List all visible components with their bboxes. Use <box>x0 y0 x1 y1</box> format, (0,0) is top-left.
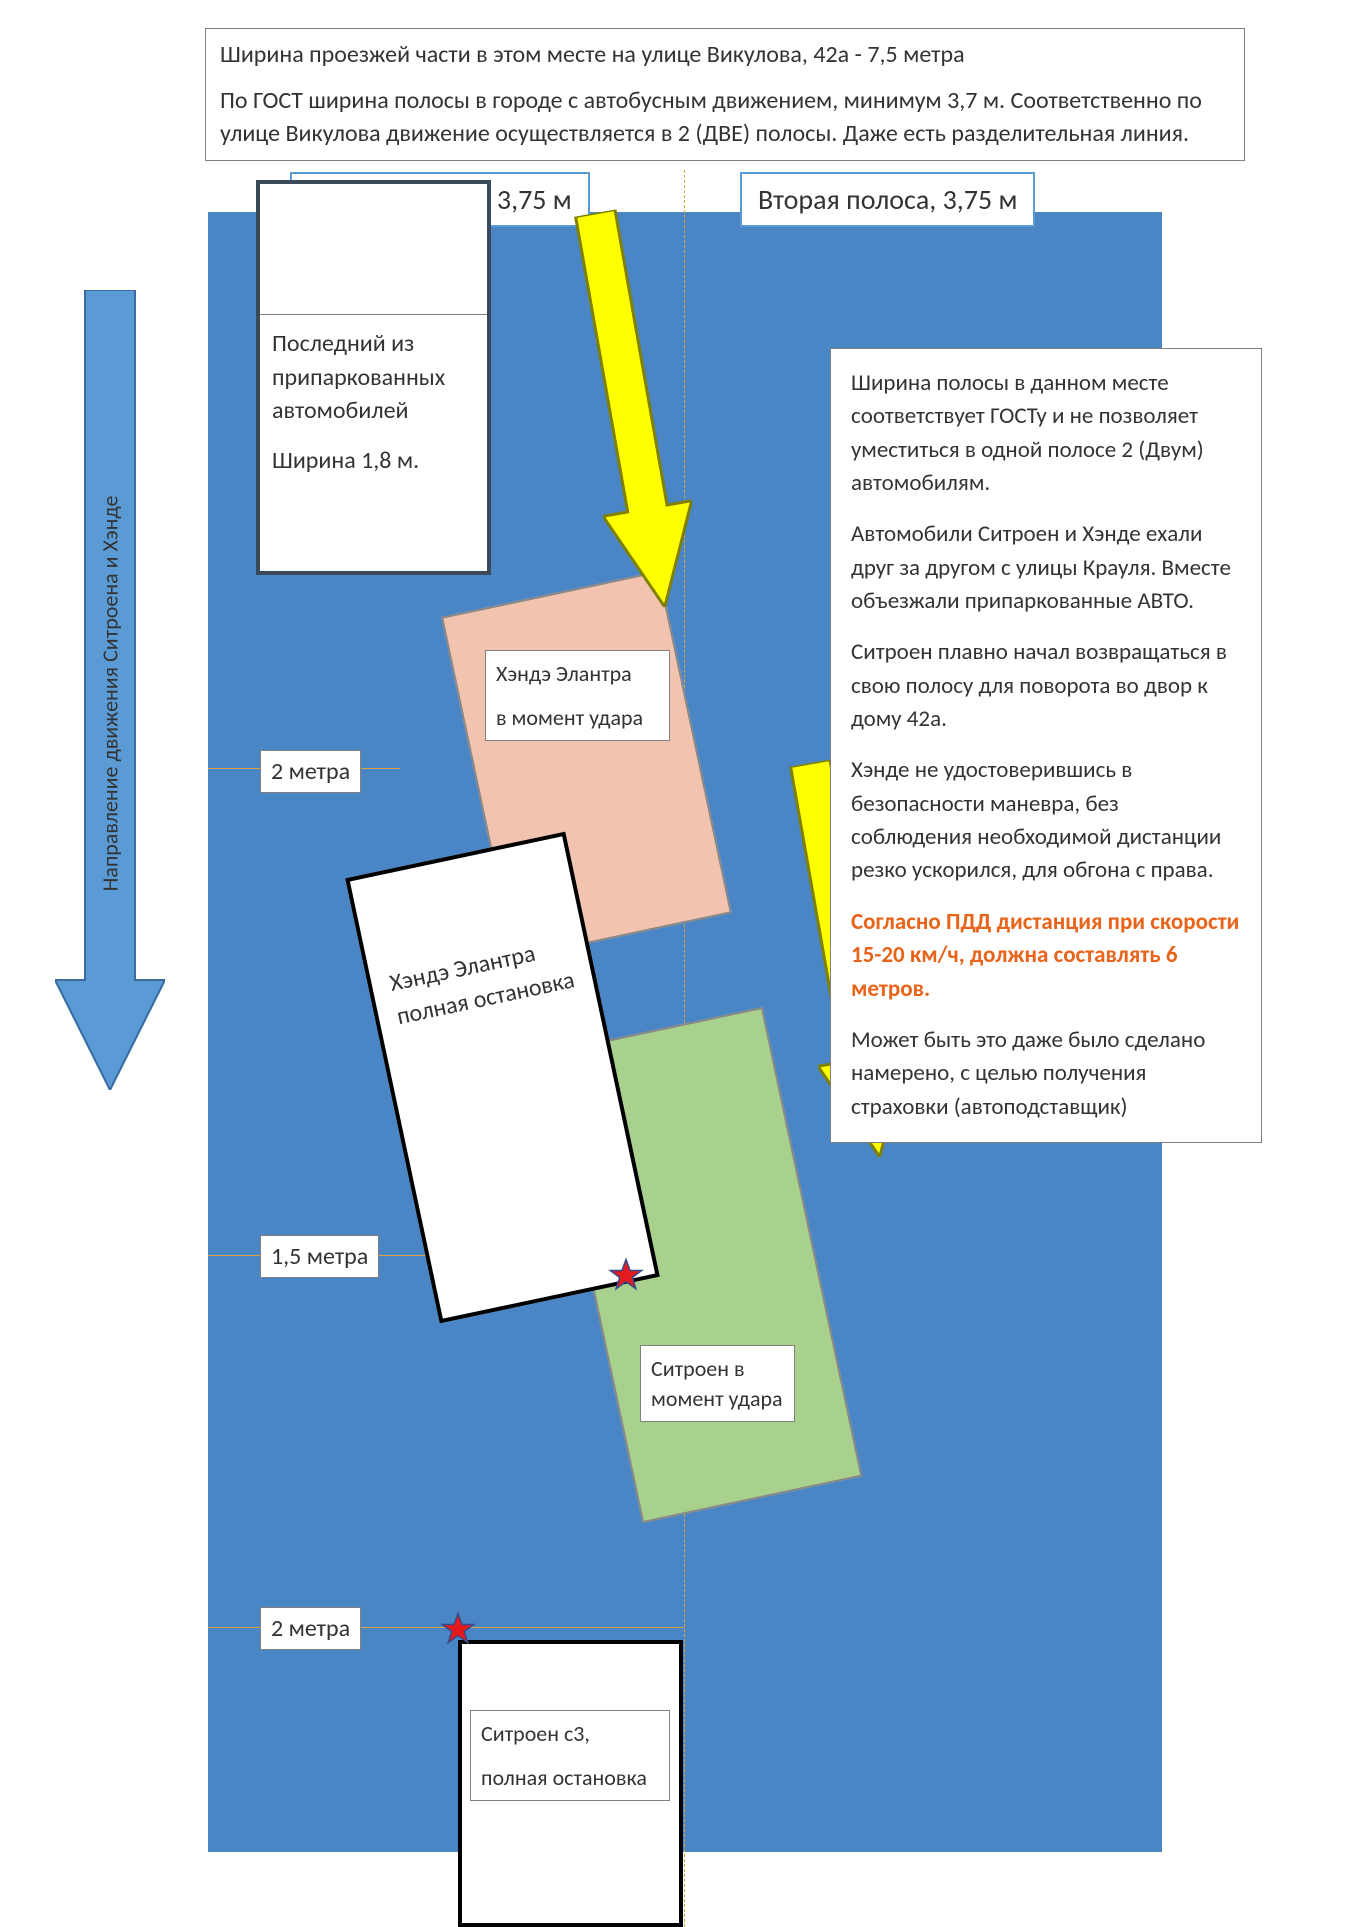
label-2m-bot-text: 2 метра <box>271 1614 350 1643</box>
direction-text: Направление движения Ситроена и Хэнде <box>97 496 124 892</box>
parked-car-box: Последний из припаркованных автомобилей … <box>256 180 491 575</box>
car-elantra-impact-label: Хэндэ Элантра в момент удара <box>485 650 670 741</box>
label-2m-top: 2 метра <box>260 750 361 793</box>
label-2m-bot: 2 метра <box>260 1607 361 1650</box>
car-citroen-impact-label: Ситроен в момент удара <box>640 1345 795 1422</box>
car-citroen-stop-label: Ситроен с3, полная остановка <box>470 1710 670 1801</box>
diagram-canvas: Ширина проезжей части в этом месте на ул… <box>0 0 1355 1927</box>
header-box: Ширина проезжей части в этом месте на ул… <box>205 28 1245 161</box>
explanation-box: Ширина полосы в данном месте соответству… <box>830 348 1262 1143</box>
lane-right-text: Вторая полоса, 3,75 м <box>758 182 1017 217</box>
citroen-stop-title: Ситроен с3, <box>481 1719 659 1749</box>
lane-label-right: Вторая полоса, 3,75 м <box>740 172 1035 227</box>
header-line1: Ширина проезжей части в этом месте на ул… <box>220 39 1230 71</box>
parked-line2: Ширина 1,8 м. <box>272 444 475 478</box>
explain-p1: Ширина полосы в данном месте соответству… <box>851 367 1241 500</box>
header-line2: По ГОСТ ширина полосы в городе с автобус… <box>220 85 1230 150</box>
explain-p3: Ситроен плавно начал возвращаться в свою… <box>851 636 1241 736</box>
explain-p6: Может быть это даже было сделано намерен… <box>851 1024 1241 1124</box>
parked-line1: Последний из припаркованных автомобилей <box>272 327 475 428</box>
elantra-impact-l2: в момент удара <box>496 703 659 733</box>
direction-label: Направление движения Ситроена и Хэнде <box>97 464 124 924</box>
label-1-5m-text: 1,5 метра <box>271 1242 368 1271</box>
star-stop <box>440 1612 476 1648</box>
explain-p4: Хэнде не удостоверившись в безопасности … <box>851 754 1241 887</box>
elantra-impact-l1: Хэндэ Элантра <box>496 659 659 689</box>
explain-p5: Согласно ПДД дистанция при скорости 15-2… <box>851 906 1241 1006</box>
label-2m-top-text: 2 метра <box>271 757 350 786</box>
star-impact <box>608 1258 644 1294</box>
label-1-5m: 1,5 метра <box>260 1235 379 1278</box>
citroen-impact-l1: Ситроен в момент удара <box>651 1354 784 1413</box>
citroen-stop-sub: полная остановка <box>481 1763 659 1793</box>
explain-p2: Автомобили Ситроен и Хэнде ехали друг за… <box>851 518 1241 618</box>
